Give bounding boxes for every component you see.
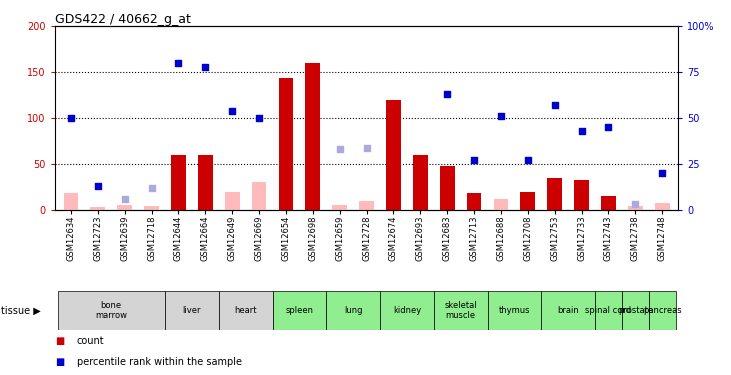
Bar [117,206,132,210]
Point [522,158,534,164]
Bar [622,291,649,330]
Bar [198,155,213,210]
Text: spinal cord: spinal cord [586,306,632,315]
Text: thymus: thymus [499,306,530,315]
Point [145,185,157,191]
Bar [273,291,326,330]
Text: kidney: kidney [393,306,421,315]
Text: ■: ■ [55,357,64,367]
Text: percentile rank within the sample: percentile rank within the sample [77,357,242,367]
Bar [595,291,622,330]
Point [334,146,346,152]
Bar [380,291,433,330]
Point [92,183,104,189]
Bar [548,178,562,210]
Bar [91,207,105,210]
Bar [58,291,165,330]
Text: brain: brain [557,306,579,315]
Bar [219,291,273,330]
Point [602,124,614,130]
Bar [306,63,320,210]
Point [442,91,453,97]
Bar [64,194,78,210]
Bar [225,192,240,210]
Point [360,144,372,150]
Bar [413,155,428,210]
Text: lung: lung [344,306,363,315]
Text: bone
marrow: bone marrow [95,301,127,320]
Bar [655,202,670,210]
Point [656,170,668,176]
Bar [575,180,589,210]
Text: spleen: spleen [285,306,314,315]
Bar [601,196,616,210]
Point [495,113,507,119]
Text: GDS422 / 40662_g_at: GDS422 / 40662_g_at [55,13,191,26]
Point [576,128,588,134]
Text: tissue ▶: tissue ▶ [1,305,41,315]
Bar [541,291,595,330]
Text: heart: heart [235,306,257,315]
Point [173,60,184,66]
Bar [466,194,482,210]
Text: prostate: prostate [618,306,653,315]
Bar [171,155,186,210]
Point [65,115,77,121]
Point [414,12,426,18]
Bar [493,199,508,210]
Bar [520,192,535,210]
Bar [386,100,401,210]
Point [469,158,480,164]
Point [119,196,131,202]
Bar [440,166,455,210]
Point [253,115,265,121]
Point [629,201,641,207]
Text: ■: ■ [55,336,64,346]
Bar [649,291,675,330]
Bar [326,291,380,330]
Point [227,108,238,114]
Bar [251,183,267,210]
Text: count: count [77,336,105,346]
Bar [359,201,374,210]
Bar [333,206,347,210]
Text: skeletal
muscle: skeletal muscle [444,301,477,320]
Bar [144,206,159,210]
Bar [628,206,643,210]
Point [200,64,211,70]
Text: pancreas: pancreas [643,306,681,315]
Bar [279,78,293,210]
Bar [433,291,488,330]
Bar [165,291,219,330]
Point [549,102,561,108]
Bar [488,291,541,330]
Point [280,9,292,15]
Text: liver: liver [183,306,201,315]
